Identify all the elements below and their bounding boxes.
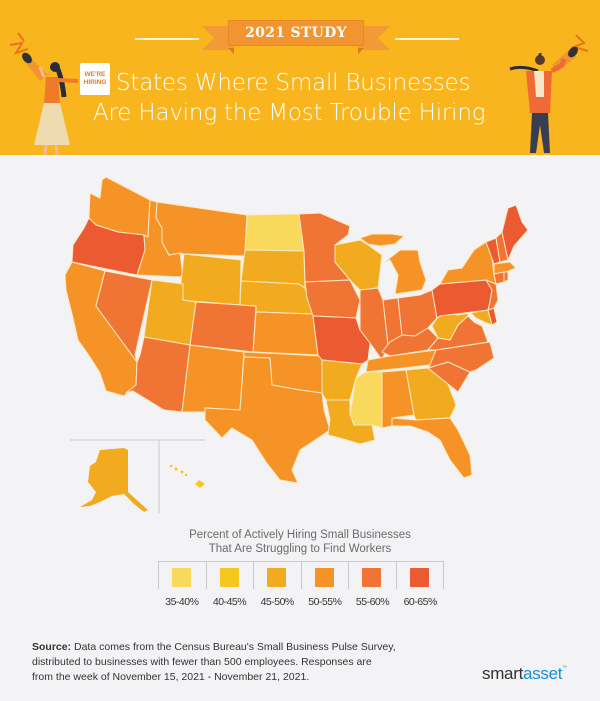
state-KS	[252, 311, 319, 356]
legend-cell-50-55	[302, 562, 349, 589]
legend-swatch	[314, 568, 334, 587]
state-NM	[181, 344, 245, 413]
state-CT	[493, 271, 505, 285]
state-MA	[493, 261, 517, 275]
state-MI-up	[359, 233, 405, 247]
legend-cell-35-40	[159, 562, 207, 589]
state-RI	[503, 271, 509, 283]
ribbon-line-right	[395, 38, 459, 40]
man-megaphone-illustration	[509, 34, 589, 153]
ribbon-tails	[202, 26, 390, 54]
legend-swatch	[362, 568, 382, 587]
state-NY	[439, 241, 497, 285]
smartasset-logo: smartasset™	[482, 664, 567, 683]
state-NV	[95, 270, 153, 363]
legend-label: 45-50%	[260, 596, 295, 608]
state-FL	[391, 417, 473, 479]
woman-megaphone-illustration	[9, 32, 79, 155]
state-TX	[204, 356, 331, 484]
state-MT	[155, 201, 248, 257]
state-MS	[349, 371, 383, 429]
state-ND	[244, 213, 305, 252]
state-CO	[189, 301, 257, 353]
legend-label: 60-65%	[403, 596, 438, 608]
us-map	[0, 155, 600, 515]
legend-label: 40-45%	[212, 596, 247, 608]
state-HI	[169, 464, 205, 488]
state-MI	[384, 249, 427, 295]
legend-swatch	[172, 568, 192, 587]
state-OH	[397, 289, 438, 337]
source-note: Source: Data comes from the Census Burea…	[32, 641, 396, 683]
legend-swatch	[409, 568, 429, 587]
legend-cell-40-45	[207, 562, 254, 589]
state-IA	[304, 279, 361, 319]
legend-cell-60-65	[397, 562, 444, 589]
legend-cell-55-60	[349, 562, 397, 589]
legend-swatch	[267, 568, 287, 587]
legend-swatch	[219, 568, 239, 587]
legend-title: Percent of Actively Hiring Small Busines…	[189, 529, 411, 555]
legend	[158, 561, 444, 589]
header-banner: WE'RE HIRING 2021 STUDY States Where Sma…	[0, 0, 600, 155]
state-AK	[80, 448, 148, 512]
state-ME	[501, 204, 529, 261]
legend-label: 35-40%	[165, 596, 199, 608]
page-title: States Where Small Businesses Are Having…	[93, 70, 486, 126]
legend-labels: 35-40% 40-45% 45-50% 50-55% 55-60% 60-65…	[158, 596, 444, 608]
ribbon-line-left	[135, 38, 199, 40]
legend-label: 55-60%	[355, 596, 390, 608]
legend-cell-45-50	[254, 562, 302, 589]
legend-label: 50-55%	[308, 596, 342, 608]
source-label: Source:	[32, 641, 72, 653]
study-ribbon: 2021 STUDY	[200, 18, 392, 54]
us-choropleth-map	[64, 176, 529, 513]
hiring-sign: WE'RE HIRING	[80, 63, 110, 95]
study-badge: 2021 STUDY	[228, 20, 364, 46]
state-WY	[178, 253, 242, 306]
state-LA	[325, 399, 376, 445]
state-NJ	[485, 279, 499, 311]
